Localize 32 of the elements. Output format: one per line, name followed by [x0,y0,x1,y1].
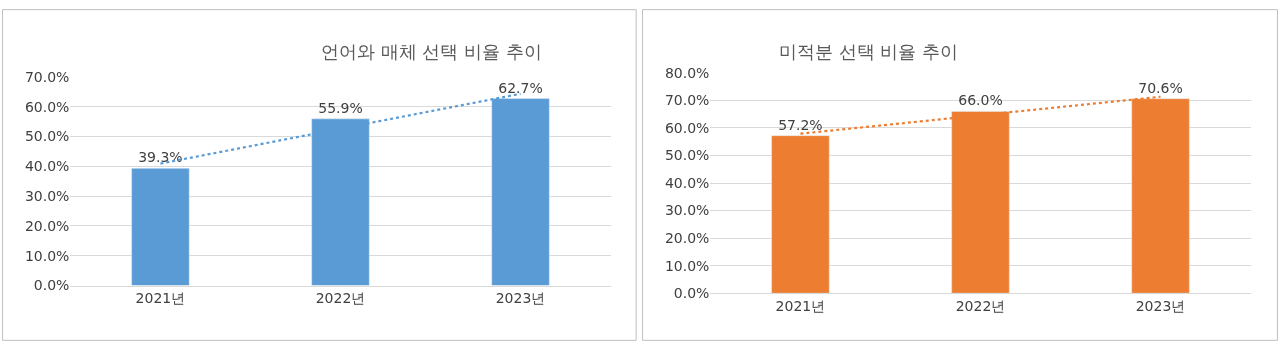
y-tick-label: 30.0% [664,202,710,219]
x-tick-label: 2023년 [1135,298,1186,315]
y-tick-label: 60.0% [24,98,70,115]
y-tick-label: 80.0% [664,64,710,81]
y-tick-label: 20.0% [664,230,710,247]
y-tick-label: 40.0% [24,158,70,175]
y-tick-label: 20.0% [24,217,70,234]
y-tick-label: 40.0% [664,174,710,191]
y-tick-label: 10.0% [664,257,710,274]
x-tick-label: 2023년 [495,290,546,307]
y-tick-label: 50.0% [24,128,70,145]
y-tick-label: 70.0% [24,68,70,85]
data-label: 66.0% [958,92,1003,109]
x-tick-label: 2022년 [315,290,366,307]
x-tick-label: 2021년 [775,298,826,315]
chart-title: 언어와 매체 선택 비율 추이 [321,41,542,62]
x-tick-label: 2022년 [955,298,1006,315]
bar [131,168,190,286]
data-label: 70.6% [1138,79,1183,96]
y-tick-label: 10.0% [24,247,70,264]
data-label: 62.7% [498,79,543,96]
y-tick-label: 0.0% [33,277,70,294]
y-tick-label: 30.0% [24,187,70,204]
data-label: 39.3% [138,149,183,166]
y-tick-label: 70.0% [664,92,710,109]
y-tick-label: 50.0% [664,147,710,164]
data-label: 55.9% [318,99,363,116]
x-tick-label: 2021년 [135,290,186,307]
data-label: 57.2% [778,116,823,133]
y-tick-label: 0.0% [673,285,710,302]
chart-title: 미적분 선택 비율 추이 [779,41,959,62]
y-tick-label: 60.0% [664,119,710,136]
